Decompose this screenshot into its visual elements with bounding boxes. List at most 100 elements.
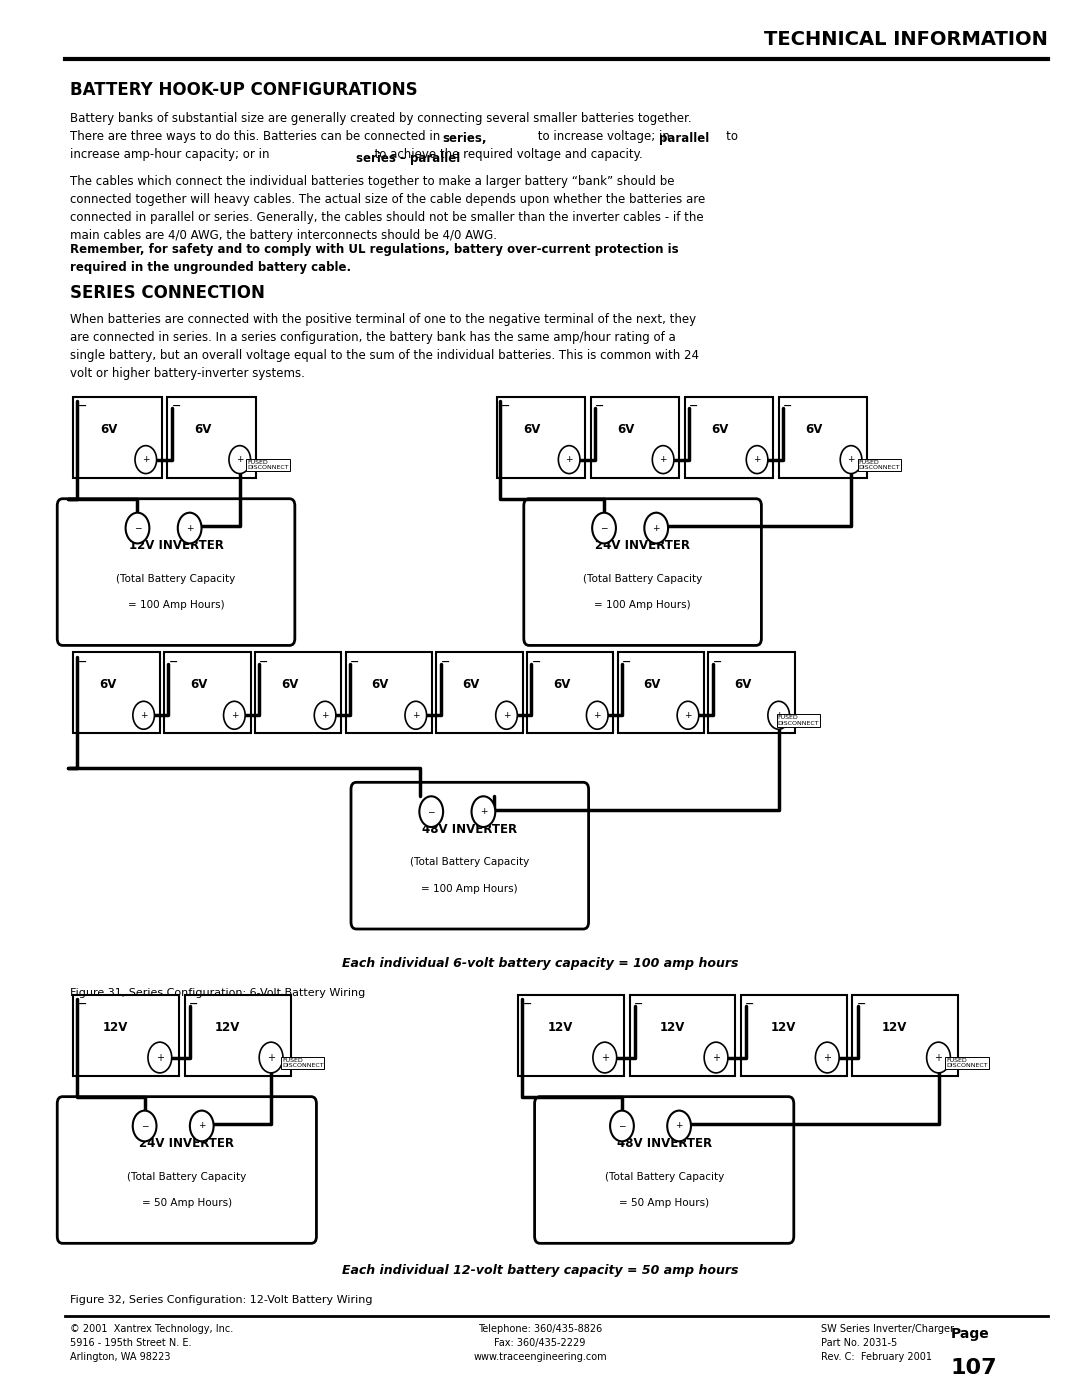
Circle shape: [314, 701, 336, 729]
Text: series,: series,: [443, 133, 487, 145]
Text: +: +: [600, 1052, 609, 1063]
FancyBboxPatch shape: [73, 652, 160, 733]
FancyBboxPatch shape: [518, 995, 624, 1076]
Text: +: +: [156, 1052, 164, 1063]
Circle shape: [927, 1042, 950, 1073]
Text: 6V: 6V: [644, 679, 661, 692]
Text: Telephone: 360/435-8826
Fax: 360/435-2229
www.traceengineering.com: Telephone: 360/435-8826 Fax: 360/435-222…: [473, 1324, 607, 1362]
Text: (Total Battery Capacity: (Total Battery Capacity: [583, 574, 702, 584]
Text: (Total Battery Capacity: (Total Battery Capacity: [410, 858, 529, 868]
Text: 6V: 6V: [618, 423, 635, 436]
Text: FUSED
DISCONNECT: FUSED DISCONNECT: [247, 460, 289, 471]
Text: −: −: [428, 807, 435, 816]
Circle shape: [704, 1042, 728, 1073]
Text: −: −: [618, 1122, 625, 1130]
Text: +: +: [934, 1052, 943, 1063]
Text: © 2001  Xantrex Technology, Inc.
5916 - 195th Street N. E.
Arlington, WA 98223: © 2001 Xantrex Technology, Inc. 5916 - 1…: [70, 1324, 233, 1362]
Text: 24V INVERTER: 24V INVERTER: [139, 1137, 234, 1150]
Text: +: +: [675, 1122, 683, 1130]
Text: 24V INVERTER: 24V INVERTER: [595, 539, 690, 552]
Circle shape: [645, 513, 669, 543]
Text: (Total Battery Capacity: (Total Battery Capacity: [117, 574, 235, 584]
Text: 12V: 12V: [214, 1021, 240, 1034]
Text: −: −: [622, 657, 632, 666]
Text: BATTERY HOOK-UP CONFIGURATIONS: BATTERY HOOK-UP CONFIGURATIONS: [70, 81, 418, 99]
Text: = 100 Amp Hours): = 100 Amp Hours): [421, 884, 518, 894]
Circle shape: [768, 701, 789, 729]
Text: +: +: [140, 711, 147, 719]
Text: +: +: [685, 711, 691, 719]
Text: +: +: [267, 1052, 275, 1063]
Text: 6V: 6V: [462, 679, 480, 692]
FancyBboxPatch shape: [167, 397, 256, 478]
Text: +: +: [652, 524, 660, 532]
Text: Each individual 6-volt battery capacity = 100 amp hours: Each individual 6-volt battery capacity …: [341, 957, 739, 970]
Text: Figure 31, Series Configuration: 6-Volt Battery Wiring: Figure 31, Series Configuration: 6-Volt …: [70, 988, 365, 997]
Circle shape: [224, 701, 245, 729]
FancyBboxPatch shape: [708, 652, 795, 733]
Text: 107: 107: [950, 1358, 997, 1377]
Text: parallel: parallel: [659, 133, 710, 145]
Text: −: −: [441, 657, 450, 666]
FancyBboxPatch shape: [685, 397, 773, 478]
Circle shape: [148, 1042, 172, 1073]
Circle shape: [840, 446, 862, 474]
Text: Page: Page: [950, 1327, 989, 1341]
Text: −: −: [78, 401, 87, 411]
FancyBboxPatch shape: [346, 652, 432, 733]
Circle shape: [125, 513, 149, 543]
Text: 12V: 12V: [659, 1021, 685, 1034]
FancyBboxPatch shape: [741, 995, 847, 1076]
Text: = 100 Amp Hours): = 100 Amp Hours): [594, 601, 691, 610]
Text: FUSED
DISCONNECT: FUSED DISCONNECT: [778, 715, 820, 726]
Circle shape: [677, 701, 699, 729]
Circle shape: [592, 513, 616, 543]
Text: −: −: [600, 524, 608, 532]
Text: FUSED
DISCONNECT: FUSED DISCONNECT: [859, 460, 901, 471]
Text: 6V: 6V: [372, 679, 389, 692]
Text: −: −: [134, 524, 141, 532]
Circle shape: [229, 446, 251, 474]
Text: When batteries are connected with the positive terminal of one to the negative t: When batteries are connected with the po…: [70, 313, 699, 380]
FancyBboxPatch shape: [185, 995, 291, 1076]
Text: +: +: [754, 455, 760, 464]
Text: = 50 Amp Hours): = 50 Amp Hours): [619, 1199, 710, 1208]
Circle shape: [405, 701, 427, 729]
Text: Each individual 12-volt battery capacity = 50 amp hours: Each individual 12-volt battery capacity…: [341, 1264, 739, 1277]
FancyBboxPatch shape: [591, 397, 679, 478]
Text: −: −: [689, 401, 699, 411]
Circle shape: [419, 796, 443, 827]
Circle shape: [610, 1111, 634, 1141]
Text: −: −: [783, 401, 793, 411]
Text: 6V: 6V: [712, 423, 729, 436]
FancyBboxPatch shape: [351, 782, 589, 929]
Text: +: +: [594, 711, 600, 719]
Text: +: +: [848, 455, 854, 464]
Text: 6V: 6V: [734, 679, 752, 692]
Text: −: −: [78, 999, 87, 1009]
Text: +: +: [480, 807, 487, 816]
Text: −: −: [501, 401, 511, 411]
Text: +: +: [775, 711, 782, 719]
Text: +: +: [413, 711, 419, 719]
Text: = 50 Amp Hours): = 50 Amp Hours): [141, 1199, 232, 1208]
Text: SW Series Inverter/Charger
Part No. 2031-5
Rev. C:  February 2001: SW Series Inverter/Charger Part No. 2031…: [821, 1324, 954, 1362]
Text: +: +: [566, 455, 572, 464]
Circle shape: [593, 1042, 617, 1073]
Circle shape: [472, 796, 496, 827]
Text: Remember, for safety and to comply with UL regulations, battery over-current pro: Remember, for safety and to comply with …: [70, 243, 679, 274]
FancyBboxPatch shape: [73, 397, 162, 478]
Text: 48V INVERTER: 48V INVERTER: [617, 1137, 712, 1150]
Text: −: −: [189, 999, 199, 1009]
Text: −: −: [713, 657, 723, 666]
FancyBboxPatch shape: [852, 995, 958, 1076]
Text: −: −: [259, 657, 269, 666]
Text: = 100 Amp Hours): = 100 Amp Hours): [127, 601, 225, 610]
FancyBboxPatch shape: [630, 995, 735, 1076]
Circle shape: [586, 701, 608, 729]
Text: +: +: [823, 1052, 832, 1063]
Circle shape: [746, 446, 768, 474]
FancyBboxPatch shape: [73, 995, 179, 1076]
Text: +: +: [660, 455, 666, 464]
FancyBboxPatch shape: [779, 397, 867, 478]
